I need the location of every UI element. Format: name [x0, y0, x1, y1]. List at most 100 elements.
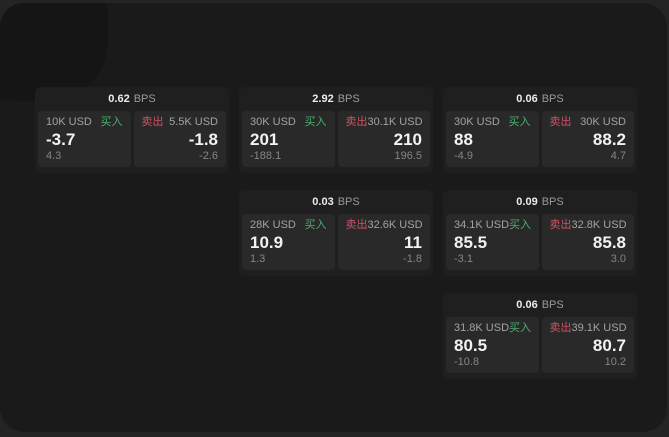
quote-card: 0.03 BPS 28K USD 买入 10.9 1.3 卖出 32.6K US… [239, 190, 433, 276]
sell-amount: 30.1K USD [367, 116, 423, 128]
sell-delta: 196.5 [394, 150, 422, 162]
sell-price: 85.8 [592, 233, 626, 252]
buy-label: 买入 [509, 322, 532, 334]
sell-panel[interactable]: 卖出 32.6K USD 11 -1.8 [337, 214, 430, 270]
sell-price: 80.7 [592, 336, 626, 355]
buy-price: 88 [454, 130, 473, 149]
buy-panel[interactable]: 31.8K USD 买入 80.5 -10.8 [446, 317, 539, 373]
sell-amount: 5.5K USD [169, 116, 218, 128]
buy-price: 10.9 [250, 233, 284, 252]
quote-card: 0.62 BPS 10K USD 买入 -3.7 4.3 卖出 5.5K USD… [35, 87, 229, 173]
sell-top-row: 卖出 30K USD [550, 117, 627, 128]
buy-delta: -3.1 [454, 253, 473, 265]
sell-delta: 4.7 [610, 150, 626, 162]
bps-value: 0.06 [516, 298, 538, 311]
sell-top-row: 卖出 39.1K USD [550, 323, 627, 334]
buy-delta: 4.3 [46, 150, 62, 162]
quote-card: 0.06 BPS 30K USD 买入 88 -4.9 卖出 30K USD 8… [443, 87, 637, 173]
bps-header: 0.03 BPS [239, 190, 433, 214]
bps-unit-label: BPS [337, 195, 360, 208]
sell-panel[interactable]: 卖出 30K USD 88.2 4.7 [541, 111, 634, 167]
sell-label: 卖出 [345, 219, 368, 231]
buy-top-row: 30K USD 买入 [454, 117, 531, 128]
app-window: 0.62 BPS 10K USD 买入 -3.7 4.3 卖出 5.5K USD… [0, 3, 667, 432]
quote-card: 0.06 BPS 31.8K USD 买入 80.5 -10.8 卖出 39.1… [443, 293, 637, 379]
buy-panel[interactable]: 10K USD 买入 -3.7 4.3 [38, 111, 131, 167]
buy-amount: 31.8K USD [454, 322, 510, 334]
buy-label: 买入 [100, 116, 123, 128]
quote-card-body: 28K USD 买入 10.9 1.3 卖出 32.6K USD 11 -1.8 [239, 214, 433, 273]
buy-price: 80.5 [454, 336, 488, 355]
sell-top-row: 卖出 32.6K USD [346, 220, 423, 231]
buy-amount: 30K USD [454, 116, 500, 128]
bps-header: 2.92 BPS [239, 87, 433, 111]
buy-price: 201 [250, 130, 279, 149]
sell-price: -1.8 [188, 130, 218, 149]
sell-delta: -2.6 [199, 150, 218, 162]
bps-header: 0.62 BPS [35, 87, 229, 111]
buy-top-row: 10K USD 买入 [46, 117, 123, 128]
sell-label: 卖出 [549, 219, 572, 231]
sell-price: 88.2 [592, 130, 626, 149]
bps-unit-label: BPS [133, 92, 156, 105]
bps-header: 0.06 BPS [443, 87, 637, 111]
quote-card-body: 31.8K USD 买入 80.5 -10.8 卖出 39.1K USD 80.… [443, 317, 637, 376]
buy-label: 买入 [304, 116, 327, 128]
sell-amount: 39.1K USD [571, 322, 627, 334]
buy-label: 买入 [304, 219, 327, 231]
buy-delta: 1.3 [250, 253, 266, 265]
quote-card-body: 10K USD 买入 -3.7 4.3 卖出 5.5K USD -1.8 -2.… [35, 111, 229, 170]
quote-card: 0.09 BPS 34.1K USD 买入 85.5 -3.1 卖出 32.8K… [443, 190, 637, 276]
bps-value: 0.09 [516, 195, 538, 208]
bps-unit-label: BPS [541, 298, 564, 311]
bps-value: 0.03 [312, 195, 334, 208]
buy-top-row: 34.1K USD 买入 [454, 220, 531, 231]
buy-top-row: 28K USD 买入 [250, 220, 327, 231]
sell-delta: 3.0 [610, 253, 626, 265]
sell-price: 11 [404, 233, 422, 252]
quote-card-body: 30K USD 买入 201 -188.1 卖出 30.1K USD 210 1… [239, 111, 433, 170]
buy-delta: -188.1 [250, 150, 282, 162]
buy-amount: 28K USD [250, 219, 296, 231]
buy-price: 85.5 [454, 233, 488, 252]
quote-card: 2.92 BPS 30K USD 买入 201 -188.1 卖出 30.1K … [239, 87, 433, 173]
bps-header: 0.06 BPS [443, 293, 637, 317]
buy-label: 买入 [509, 219, 532, 231]
buy-top-row: 31.8K USD 买入 [454, 323, 531, 334]
buy-top-row: 30K USD 买入 [250, 117, 327, 128]
bps-header: 0.09 BPS [443, 190, 637, 214]
quote-card-body: 30K USD 买入 88 -4.9 卖出 30K USD 88.2 4.7 [443, 111, 637, 170]
buy-panel[interactable]: 30K USD 买入 88 -4.9 [446, 111, 539, 167]
quote-card-body: 34.1K USD 买入 85.5 -3.1 卖出 32.8K USD 85.8… [443, 214, 637, 273]
buy-panel[interactable]: 28K USD 买入 10.9 1.3 [242, 214, 335, 270]
bps-value: 0.06 [516, 92, 538, 105]
sell-panel[interactable]: 卖出 39.1K USD 80.7 10.2 [541, 317, 634, 373]
sell-delta: -1.8 [403, 253, 422, 265]
sell-label: 卖出 [345, 116, 368, 128]
sell-panel[interactable]: 卖出 5.5K USD -1.8 -2.6 [133, 111, 226, 167]
buy-amount: 34.1K USD [454, 219, 510, 231]
buy-delta: -4.9 [454, 150, 473, 162]
sell-amount: 30K USD [580, 116, 626, 128]
sell-amount: 32.6K USD [367, 219, 423, 231]
bps-unit-label: BPS [337, 92, 360, 105]
sell-label: 卖出 [141, 116, 164, 128]
sell-delta: 10.2 [604, 356, 626, 368]
buy-amount: 10K USD [46, 116, 92, 128]
buy-label: 买入 [508, 116, 531, 128]
buy-amount: 30K USD [250, 116, 296, 128]
sell-amount: 32.8K USD [571, 219, 627, 231]
sell-panel[interactable]: 卖出 32.8K USD 85.8 3.0 [541, 214, 634, 270]
sell-label: 卖出 [549, 116, 572, 128]
bps-unit-label: BPS [541, 195, 564, 208]
sell-top-row: 卖出 32.8K USD [550, 220, 627, 231]
buy-panel[interactable]: 34.1K USD 买入 85.5 -3.1 [446, 214, 539, 270]
bps-unit-label: BPS [541, 92, 564, 105]
buy-price: -3.7 [46, 130, 76, 149]
sell-panel[interactable]: 卖出 30.1K USD 210 196.5 [337, 111, 430, 167]
sell-top-row: 卖出 5.5K USD [142, 117, 219, 128]
bps-value: 0.62 [108, 92, 130, 105]
sell-label: 卖出 [549, 322, 572, 334]
buy-panel[interactable]: 30K USD 买入 201 -188.1 [242, 111, 335, 167]
buy-delta: -10.8 [454, 356, 480, 368]
